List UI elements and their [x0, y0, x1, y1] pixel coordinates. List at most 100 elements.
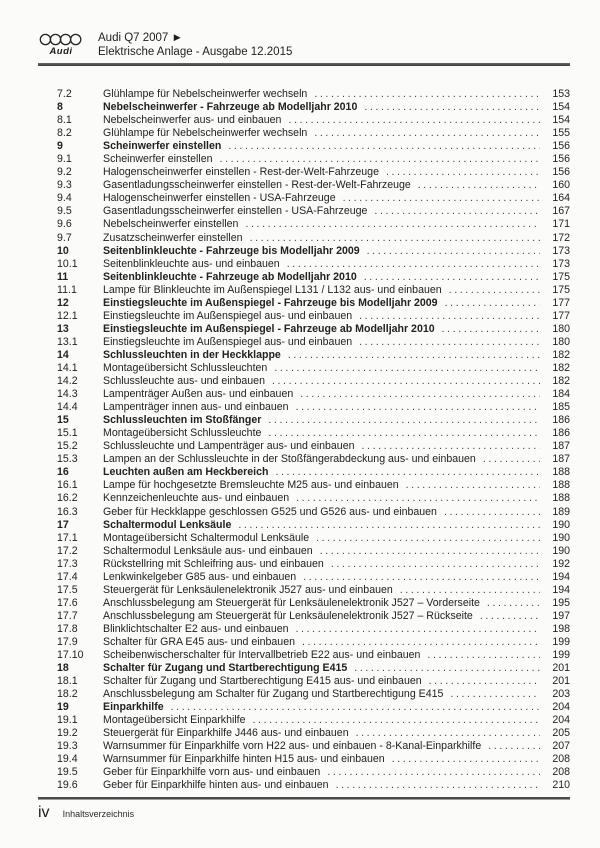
toc-entry-title: Lampen an der Schlussleuchte in der Stoß…: [103, 453, 476, 466]
toc-leader-dots: ........................................…: [238, 518, 540, 531]
toc-entry: 12.1 Einstiegsleuchte im Außenspiegel au…: [38, 310, 570, 323]
toc-leader-dots: ........................................…: [300, 388, 540, 401]
toc-entry-title: Halogenscheinwerfer einstellen - USA-Fah…: [103, 192, 336, 205]
toc-entry: 16.2 Kennzeichenleuchte aus- und einbaue…: [38, 492, 570, 505]
toc-entry-page: 175: [552, 270, 570, 283]
toc-entry-title: Seitenblinkleuchte - Fahrzeuge bis Model…: [103, 244, 360, 257]
toc-entry-page: 197: [552, 609, 570, 622]
toc-entry: 17.9 Schalter für GRA E45 aus- und einba…: [38, 636, 570, 649]
toc-leader-dots: ........................................…: [486, 596, 540, 609]
toc-leader-dots: ........................................…: [316, 531, 540, 544]
toc-entry-title: Anschlussbelegung am Schalter für Zugang…: [103, 688, 444, 701]
toc-entry-page: 198: [552, 622, 570, 635]
toc-entry-title: Seitenblinkleuchte aus- und einbauen: [103, 257, 280, 270]
toc-entry: 16.1 Lampe für hochgesetzte Bremsleuchte…: [38, 479, 570, 492]
toc-leader-dots: ........................................…: [374, 205, 540, 218]
toc-leader-dots: ........................................…: [363, 270, 540, 283]
toc-entry-number: 15.1: [57, 427, 78, 440]
toc-entry-page: 187: [552, 440, 570, 453]
toc-entry: 18 Schalter für Zugang und Startberechti…: [38, 662, 570, 675]
toc-leader-dots: ........................................…: [275, 466, 540, 479]
toc-entry-title: Kennzeichenleuchte aus- und einbauen: [103, 492, 290, 505]
toc-entry-number: 14.4: [57, 401, 78, 414]
toc-leader-dots: ........................................…: [296, 492, 540, 505]
toc-entry-title: Schaltermodul Lenksäule: [103, 518, 232, 531]
toc-entry-title: Einstiegsleuchte im Außenspiegel - Fahrz…: [103, 322, 435, 335]
toc-leader-dots: ........................................…: [274, 361, 540, 374]
toc-entry-number: 10: [57, 244, 69, 257]
toc-entry-title: Seitenblinkleuchte - Fahrzeuge ab Modell…: [103, 270, 357, 283]
toc-leader-dots: ........................................…: [443, 505, 540, 518]
toc-entry-page: 180: [552, 335, 570, 348]
page-header: Audi Audi Q7 2007 ► Elektrische Anlage -…: [38, 32, 570, 59]
toc-entry-number: 9.6: [57, 218, 72, 231]
toc-entry-number: 11: [57, 270, 69, 283]
toc-entry-page: 199: [552, 649, 570, 662]
toc-leader-dots: ........................................…: [302, 635, 540, 648]
toc-leader-dots: ........................................…: [314, 88, 540, 100]
toc-entry-title: Leuchten außen am Heckbereich: [103, 466, 269, 479]
toc-entry-page: 201: [552, 675, 570, 688]
toc-entry: 9 Scheinwerfer einstellen ..............…: [38, 140, 570, 153]
toc-leader-dots: ........................................…: [330, 557, 540, 570]
toc-leader-dots: ........................................…: [399, 583, 540, 596]
toc-entry-page: 182: [552, 375, 570, 388]
toc-entry-title: Halogenscheinwerfer einstellen - Rest-de…: [103, 166, 379, 179]
toc-entry: 17.6 Anschlussbelegung am Steuergerät fü…: [38, 597, 570, 610]
toc-entry-title: Lampenträger innen aus- und einbauen: [103, 401, 289, 414]
toc-entry-number: 10.1: [57, 257, 78, 270]
toc-leader-dots: ........................................…: [361, 440, 540, 453]
toc-entry-title: Warnsummer für Einparkhilfe vorn H22 aus…: [103, 740, 482, 753]
toc-entry-number: 14: [57, 348, 69, 361]
toc-leader-dots: ........................................…: [385, 166, 540, 179]
toc-entry-title: Einstiegsleuchte im Außenspiegel - Fahrz…: [103, 296, 438, 309]
toc-entry: 11 Seitenblinkleuchte - Fahrzeuge ab Mod…: [38, 271, 570, 284]
toc-entry-title: Rückstellring mit Schleifring aus- und e…: [103, 557, 324, 570]
toc-entry-page: 190: [552, 518, 570, 531]
toc-entry: 18.2 Anschlussbelegung am Schalter für Z…: [38, 688, 570, 701]
toc-entry-number: 9.3: [57, 179, 72, 192]
toc-entry-page: 160: [552, 179, 570, 192]
toc-entry: 19.1 Montageübersicht Einparkhilfe .....…: [38, 714, 570, 727]
toc-entry: 15.2 Schlussleuchte und Lampenträger aus…: [38, 440, 570, 453]
toc-entry-title: Glühlampe für Nebelscheinwerfer wechseln: [103, 127, 308, 140]
toc-entry-title: Zusatzscheinwerfer einstellen: [103, 231, 243, 244]
toc-entry-page: 204: [552, 714, 570, 727]
toc-entry-number: 7.2: [57, 88, 72, 100]
toc-leader-dots: ........................................…: [444, 296, 540, 309]
toc-entry-number: 17.3: [57, 557, 78, 570]
toc-entry: 14.3 Lampenträger Außen aus- und einbaue…: [38, 388, 570, 401]
toc-entry: 17.8 Blinklichtschalter E2 aus- und einb…: [38, 623, 570, 636]
header-subtitle: Elektrische Anlage - Ausgabe 12.2015: [98, 45, 293, 58]
toc-leader-dots: ........................................…: [288, 114, 540, 127]
toc-entry-page: 190: [552, 544, 570, 557]
toc-entry-number: 15.2: [57, 440, 78, 453]
toc-leader-dots: ........................................…: [295, 401, 540, 414]
toc-entry-number: 17.9: [57, 635, 78, 648]
toc-entry-number: 17.1: [57, 531, 78, 544]
toc-entry-number: 8.2: [57, 127, 72, 140]
toc-leader-dots: ........................................…: [271, 375, 540, 388]
toc-leader-dots: ........................................…: [427, 649, 540, 662]
toc-entry-number: 9.2: [57, 166, 72, 179]
toc-entry-title: Schlussleuchte und Lampenträger aus- und…: [103, 440, 355, 453]
toc-leader-dots: ........................................…: [342, 192, 540, 205]
toc-entry-page: 156: [552, 166, 570, 179]
audi-rings-icon: [39, 33, 82, 46]
toc-entry: 9.4 Halogenscheinwerfer einstellen - USA…: [38, 192, 570, 205]
toc-entry-page: 154: [552, 101, 570, 114]
toc-leader-dots: ........................................…: [228, 140, 540, 153]
toc-entry: 16 Leuchten außen am Heckbereich .......…: [38, 466, 570, 479]
toc-entry-number: 13.1: [57, 335, 78, 348]
toc-entry: 9.1 Scheinwerfer einstellen ............…: [38, 153, 570, 166]
toc-entry-number: 19.5: [57, 766, 78, 779]
toc-entry-number: 9.1: [57, 153, 72, 166]
toc-entry-title: Montageübersicht Schlussleuchte: [103, 427, 262, 440]
toc-entry: 9.2 Halogenscheinwerfer einstellen - Res…: [38, 166, 570, 179]
toc-leader-dots: ........................................…: [303, 570, 540, 583]
toc-leader-dots: ........................................…: [359, 309, 540, 322]
toc-entry-page: 177: [552, 296, 570, 309]
toc-entry-number: 12.1: [57, 309, 78, 322]
toc-entry-title: Warnsummer für Einparkhilfe hinten H15 a…: [103, 753, 385, 766]
toc-entry-title: Steuergerät für Einparkhilfe J446 aus- u…: [103, 727, 349, 740]
